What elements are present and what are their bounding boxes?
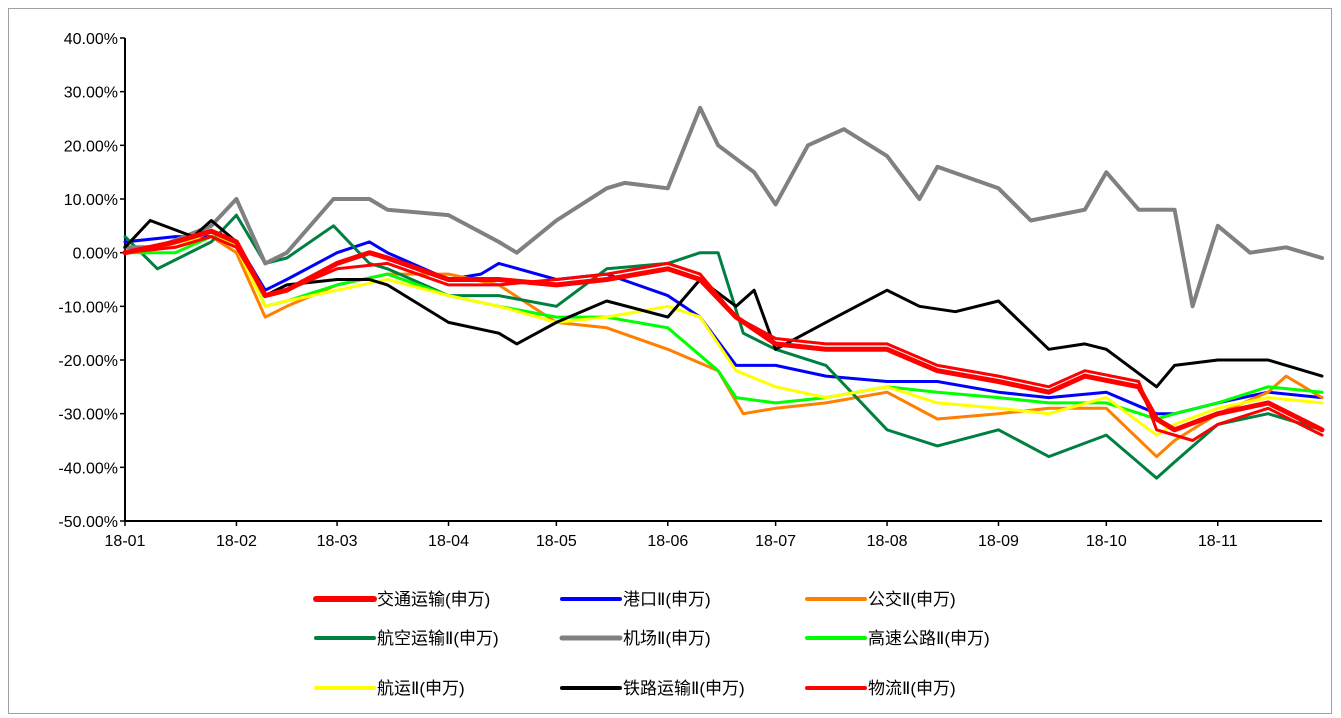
legend-label: 航空运输Ⅱ(申万) bbox=[377, 629, 499, 648]
legend-label: 物流Ⅱ(申万) bbox=[868, 679, 956, 698]
x-tick-label: 18-10 bbox=[1086, 533, 1127, 550]
x-tick-label: 18-01 bbox=[105, 533, 146, 550]
x-tick-label: 18-02 bbox=[216, 533, 257, 550]
y-tick-label: -10.00% bbox=[58, 299, 118, 316]
x-tick-label: 18-11 bbox=[1198, 533, 1238, 550]
x-tick-label: 18-06 bbox=[647, 533, 688, 550]
legend-label: 公交Ⅱ(申万) bbox=[868, 590, 956, 609]
series-line bbox=[123, 235, 1324, 416]
chart-frame bbox=[8, 8, 1332, 714]
x-tick-label: 18-09 bbox=[978, 533, 1019, 550]
series-line bbox=[123, 229, 1324, 437]
series-line bbox=[123, 213, 1324, 480]
x-tick-label: 18-08 bbox=[867, 533, 908, 550]
legend-label: 铁路运输Ⅱ(申万) bbox=[623, 679, 745, 698]
y-tick-label: 20.00% bbox=[64, 138, 118, 155]
series-line bbox=[122, 228, 1325, 433]
y-tick-label: -50.00% bbox=[58, 514, 118, 531]
x-tick-label: 18-04 bbox=[428, 533, 469, 550]
x-tick-label: 18-03 bbox=[317, 533, 358, 550]
y-tick-label: 40.00% bbox=[64, 31, 118, 48]
legend-label: 港口Ⅱ(申万) bbox=[623, 590, 711, 609]
series-line bbox=[123, 105, 1324, 309]
y-tick-label: -30.00% bbox=[58, 407, 118, 424]
legend-label: 机场Ⅱ(申万) bbox=[623, 629, 711, 648]
y-tick-label: -20.00% bbox=[58, 353, 118, 370]
y-tick-label: 0.00% bbox=[73, 246, 118, 263]
y-tick-label: 30.00% bbox=[64, 85, 118, 102]
legend-label: 交通运输(申万) bbox=[377, 590, 490, 609]
x-tick-label: 18-07 bbox=[755, 533, 796, 550]
legend-label: 航运Ⅱ(申万) bbox=[377, 679, 465, 698]
x-tick-label: 18-05 bbox=[536, 533, 577, 550]
y-tick-label: 10.00% bbox=[64, 192, 118, 209]
legend-label: 高速公路Ⅱ(申万) bbox=[868, 629, 990, 648]
y-tick-label: -40.00% bbox=[58, 460, 118, 477]
